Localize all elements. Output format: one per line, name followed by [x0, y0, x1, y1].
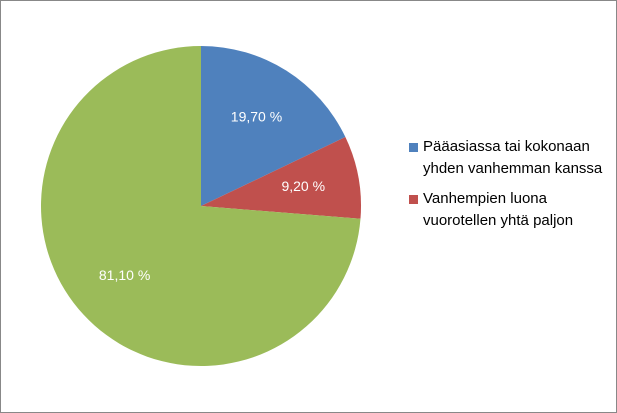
pie-slice — [201, 137, 361, 219]
data-label: 81,10 % — [99, 267, 150, 283]
legend-label: Pääasiassa tai kokonaan yhden vanhemman … — [423, 138, 603, 177]
legend-entry: Pääasiassa tai kokonaan yhden vanhemman … — [409, 136, 609, 180]
pie-slice — [201, 46, 346, 206]
legend-swatch — [409, 195, 418, 204]
data-label: 9,20 % — [281, 178, 325, 194]
legend-entry: Vanhempien luona vuorotellen yhtä paljon — [409, 188, 609, 232]
legend-swatch — [409, 143, 418, 152]
pie-slice — [40, 46, 361, 367]
legend-label: Vanhempien luona vuorotellen yhtä paljon — [423, 190, 574, 229]
data-label: 19,70 % — [231, 109, 282, 125]
